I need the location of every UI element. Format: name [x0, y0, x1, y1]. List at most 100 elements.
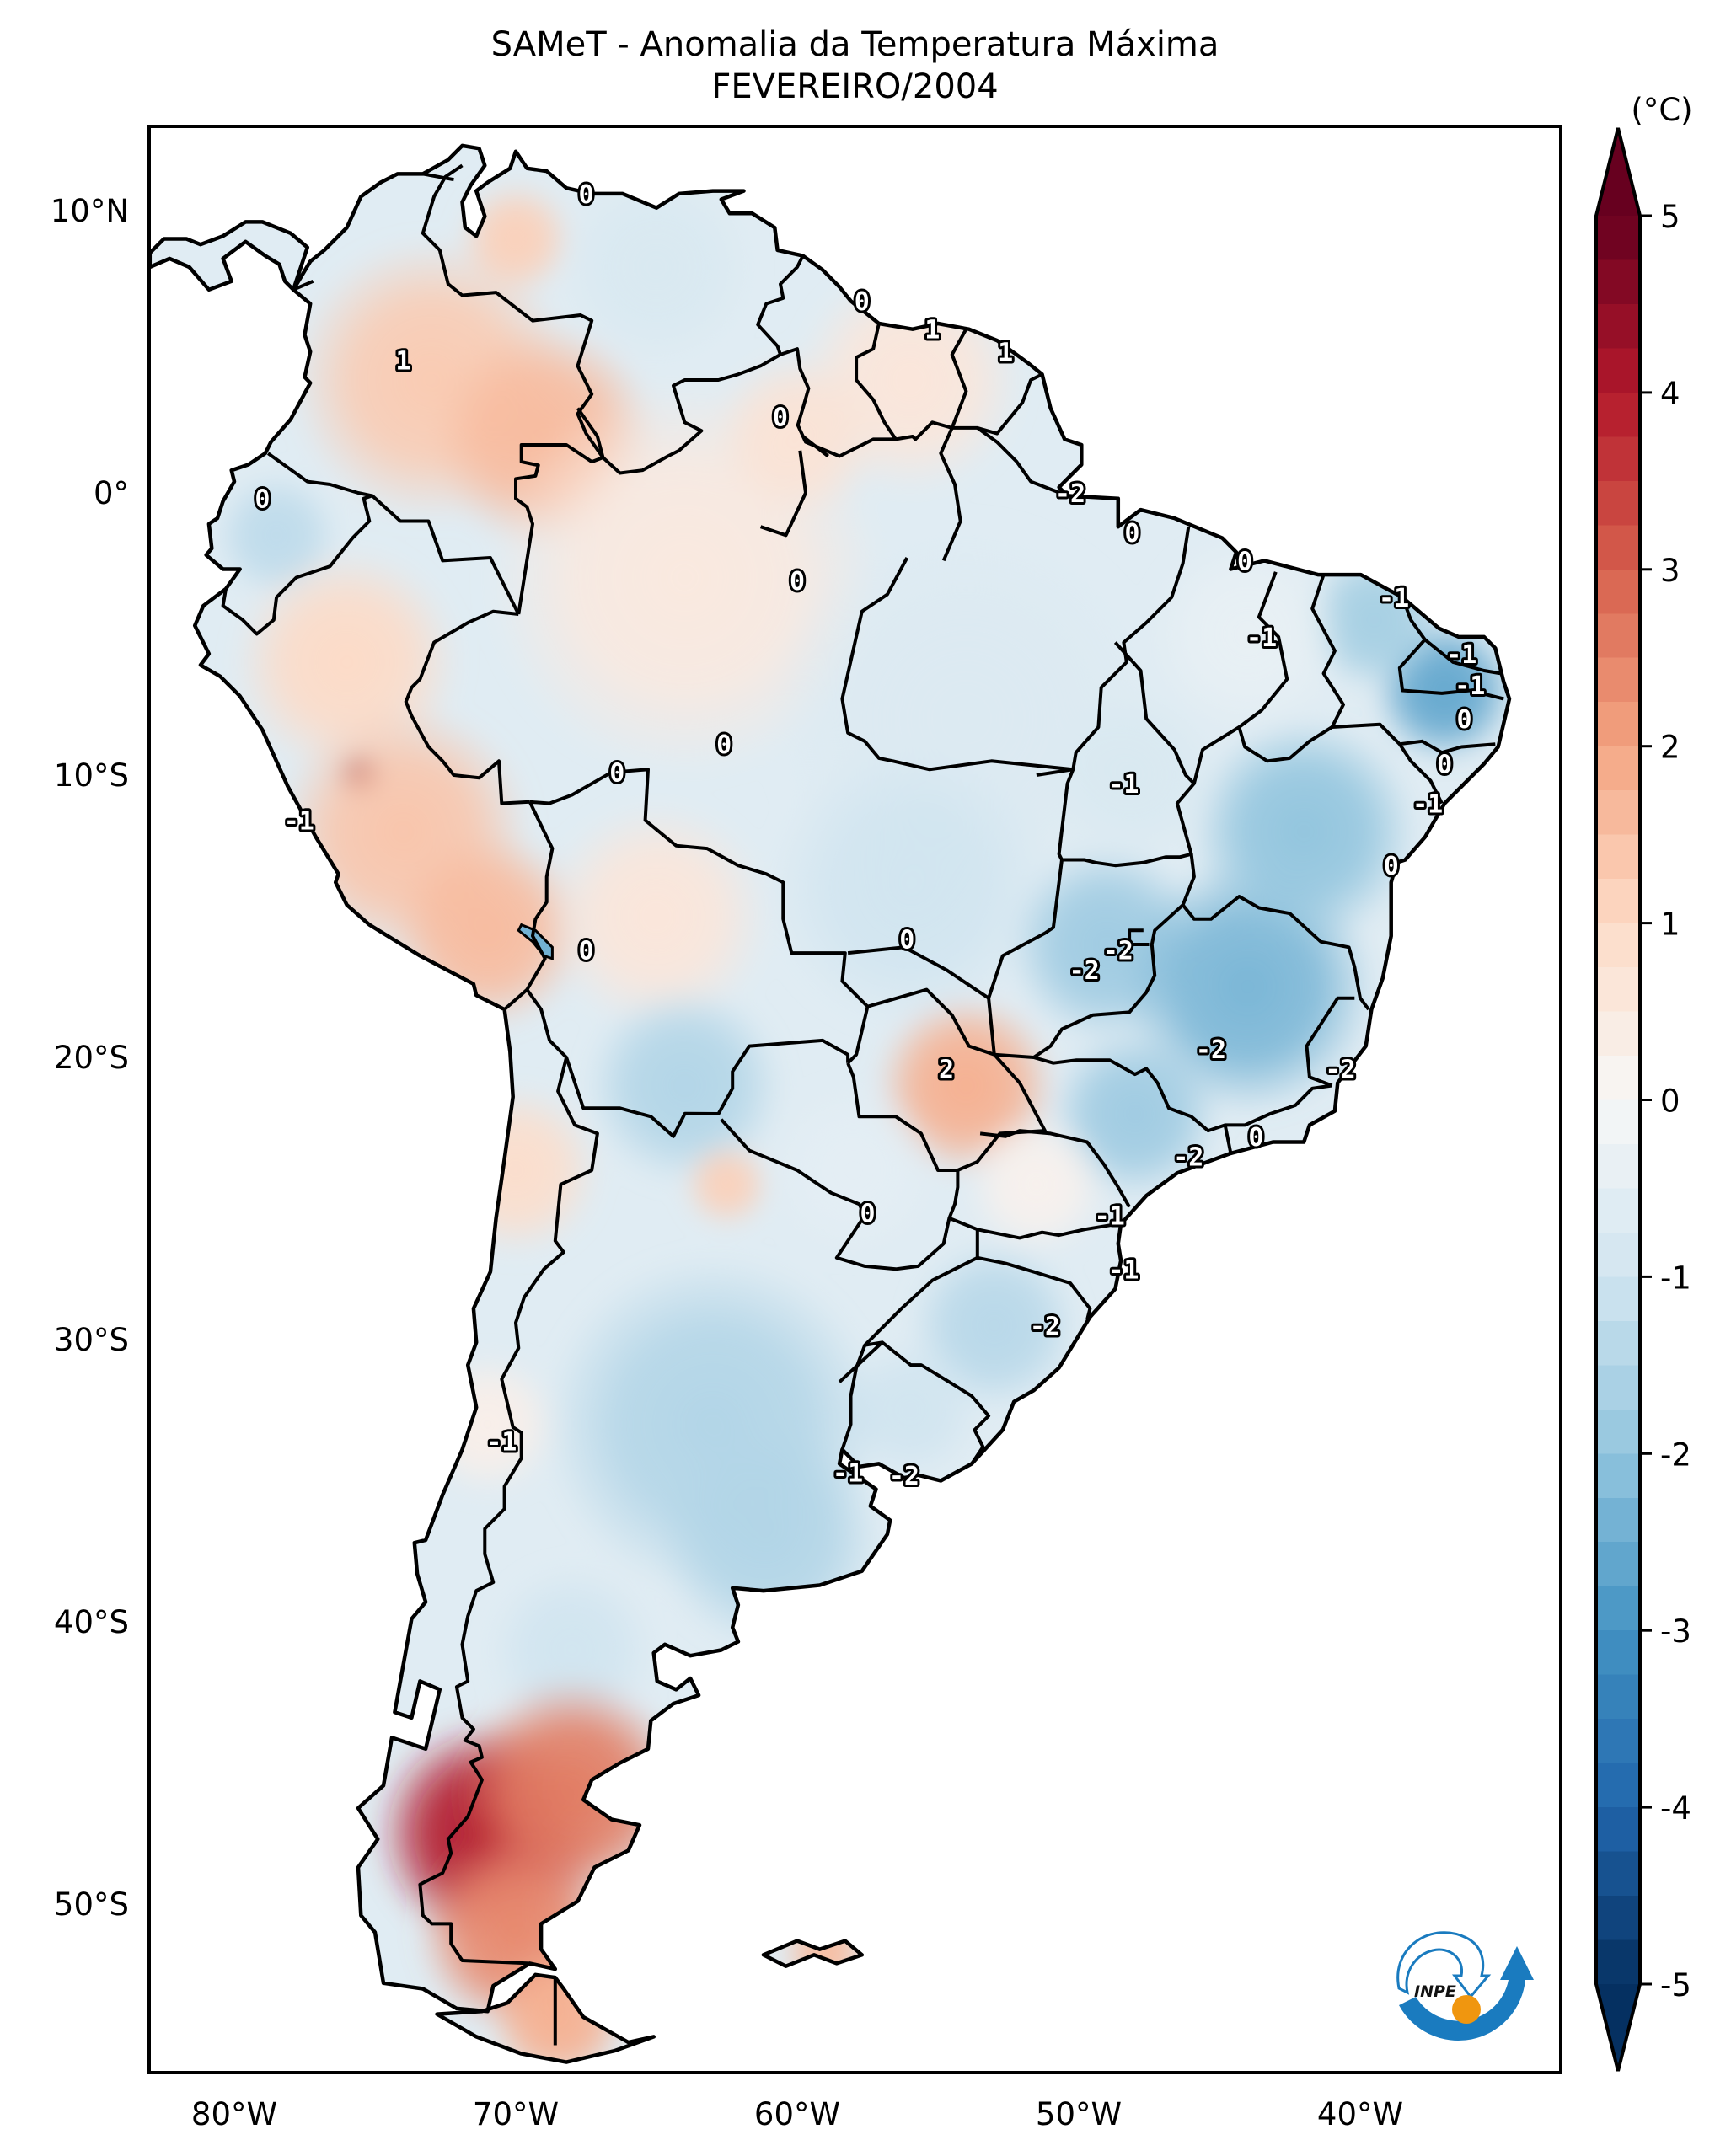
- contour-label: 0: [716, 730, 732, 760]
- country-border: [720, 1062, 960, 1271]
- inpe-logo-icon: INPE: [1396, 1931, 1534, 2041]
- country-border: [422, 172, 454, 182]
- anomaly-region: [966, 1114, 1107, 1255]
- contour-label: 0: [899, 925, 914, 955]
- state-border: [994, 903, 1184, 1059]
- contour-label: -2: [1326, 1055, 1356, 1084]
- anomaly-region: [417, 1353, 559, 1495]
- country-border: [503, 988, 528, 1011]
- contour-label: 0: [578, 937, 593, 966]
- logo-text: INPE: [1414, 1982, 1456, 2001]
- x-tick-label: 50°W: [1036, 2096, 1122, 2132]
- map-frame: [147, 125, 1562, 2074]
- contour-label: -2: [1173, 1142, 1203, 1172]
- state-border: [1423, 638, 1502, 676]
- state-border: [987, 859, 1064, 1055]
- contour-label: -1: [1379, 584, 1409, 613]
- state-border: [866, 987, 995, 1057]
- colorbar-tick-label: 4: [1660, 376, 1680, 412]
- y-tick-label: 10°S: [54, 757, 129, 794]
- state-border: [1057, 526, 1191, 861]
- colorbar-tick-label: -2: [1660, 1436, 1691, 1473]
- contour-label: 0: [1248, 1123, 1263, 1153]
- contour-label: -2: [1196, 1035, 1226, 1065]
- country-border: [421, 163, 605, 459]
- anomaly-region: [712, 351, 882, 522]
- anomaly-region: [558, 168, 755, 366]
- state-border: [840, 557, 1074, 772]
- colorbar-ticks: 5 4 3 2 1 0 -1 -2 -3 -4 -5: [1640, 199, 1691, 2004]
- contour-label: 0: [578, 180, 593, 210]
- contour-label: 0: [255, 485, 270, 515]
- contour-label: -1: [1108, 1255, 1139, 1285]
- chart-title-block: SAMeT - Anomalia da Temperatura Máxima F…: [149, 24, 1561, 108]
- country-border: [266, 452, 521, 615]
- colorbar-tick-label: 2: [1660, 730, 1680, 766]
- contour-label: 0: [1237, 547, 1252, 576]
- contour-label: -2: [889, 1462, 919, 1491]
- country-border: [529, 768, 870, 1065]
- y-tick-label: 40°S: [54, 1604, 129, 1640]
- anomaly-region: [487, 1946, 629, 2062]
- colorbar-tick-label: -3: [1660, 1613, 1691, 1650]
- country-border: [864, 1340, 991, 1465]
- anomaly-field: [149, 145, 1510, 2062]
- y-tick-label: 0°: [94, 475, 129, 511]
- contour-label: 0: [860, 1199, 875, 1228]
- state-border: [1397, 597, 1504, 701]
- colorbar-tick-label: 5: [1660, 199, 1680, 235]
- contour-label: -1: [1446, 640, 1476, 670]
- contour-label: 2: [939, 1055, 954, 1084]
- country-border: [418, 1057, 599, 1971]
- state-border: [977, 1255, 1092, 1321]
- contour-label: 0: [773, 404, 788, 433]
- contour-label: -1: [1095, 1202, 1125, 1232]
- state-border: [1036, 768, 1074, 777]
- country-border: [602, 254, 805, 475]
- state-border: [1192, 571, 1289, 784]
- contour-label: 0: [790, 567, 805, 597]
- x-axis-ticks: 80°W 70°W 60°W 50°W 40°W: [191, 2096, 1403, 2132]
- coastline: [149, 220, 310, 292]
- y-tick-label: 10°N: [51, 193, 129, 229]
- x-tick-label: 40°W: [1317, 2096, 1403, 2132]
- country-border: [576, 407, 605, 458]
- x-tick-label: 80°W: [191, 2096, 277, 2132]
- contour-label: -1: [1412, 790, 1443, 820]
- colorbar-gradient: [1596, 216, 1640, 1984]
- country-border: [404, 609, 530, 805]
- chart-subtitle: FEVEREIRO/2004: [711, 67, 999, 106]
- state-border: [838, 1340, 884, 1383]
- colorbar-tick-label: -4: [1660, 1790, 1691, 1827]
- state-border: [939, 427, 962, 562]
- coastline: [192, 143, 1512, 2014]
- coastline: [435, 1972, 656, 2064]
- country-border: [855, 323, 898, 441]
- country-border: [525, 800, 850, 1138]
- contour-label: 1: [395, 347, 410, 377]
- colorbar-extend-min: [1596, 1984, 1640, 2071]
- colorbar: (°C) 5 4 3 2 1 0 -1 -2 -3 -4 -5: [1594, 92, 1693, 2072]
- state-border: [1398, 743, 1444, 805]
- contour-label: 0: [1384, 852, 1399, 881]
- contour-label: 0: [1457, 705, 1472, 735]
- state-border: [1305, 996, 1355, 1088]
- y-tick-label: 50°S: [54, 1886, 129, 1923]
- state-border: [847, 945, 990, 1000]
- contour-label: 1: [924, 316, 940, 345]
- colorbar-extend-max: [1596, 128, 1640, 216]
- contour-label: -2: [1030, 1312, 1060, 1341]
- political-borders: [221, 163, 1504, 2046]
- colorbar-units-label: (°C): [1631, 92, 1692, 128]
- country-border: [840, 1217, 979, 1451]
- x-tick-label: 60°W: [754, 2096, 840, 2132]
- anomaly-region: [783, 1909, 868, 1995]
- anomaly-region: [769, 1085, 938, 1255]
- contour-label: -1: [284, 807, 314, 837]
- anomaly-region: [1149, 535, 1347, 733]
- colorbar-tick-label: 3: [1660, 553, 1680, 589]
- logo-swoosh: [1399, 1946, 1534, 2041]
- state-border: [801, 435, 829, 458]
